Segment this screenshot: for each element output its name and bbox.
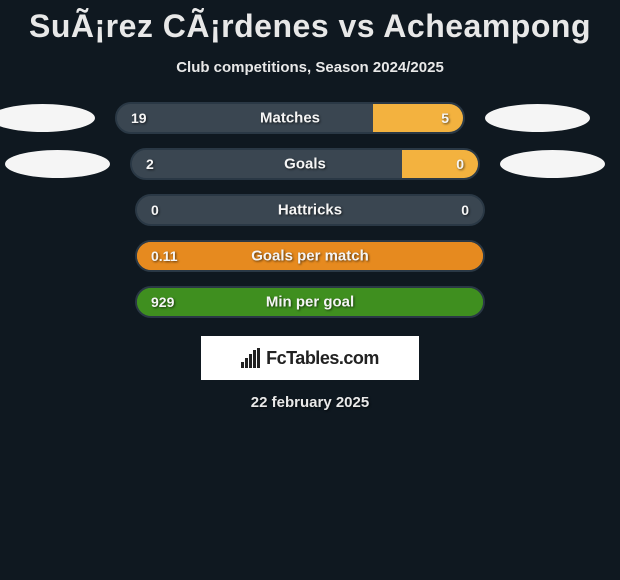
stat-value-left: 0.11: [151, 248, 177, 264]
chart-icon: [241, 348, 260, 368]
stat-bar: Hattricks 0 0: [135, 194, 485, 226]
page-title: SuÃ¡rez CÃ¡rdenes vs Acheampong: [0, 8, 620, 45]
stats-area: Matches 19 5 Goals 2 0 Hattricks 0 0 Goals per ma…: [0, 102, 620, 318]
subtitle: Club competitions, Season 2024/2025: [0, 59, 620, 76]
stat-label: Goals: [284, 156, 326, 173]
comparison-container: SuÃ¡rez CÃ¡rdenes vs Acheampong Club com…: [0, 0, 620, 411]
stat-bar: Matches 19 5: [115, 102, 465, 134]
stat-bar: Min per goal 929: [135, 286, 485, 318]
stat-row: Goals 2 0: [0, 148, 620, 180]
source-badge: FcTables.com: [201, 336, 419, 380]
left-ellipse: [0, 104, 95, 132]
stat-bar: Goals per match 0.11: [135, 240, 485, 272]
stat-row: Matches 19 5: [0, 102, 620, 134]
bar-right-segment: [402, 150, 478, 178]
stat-row: Hattricks 0 0: [0, 194, 620, 226]
stat-label: Hattricks: [278, 202, 342, 219]
left-ellipse: [5, 150, 110, 178]
badge-text: FcTables.com: [266, 348, 379, 369]
stat-value-left: 929: [151, 294, 174, 310]
right-ellipse: [500, 150, 605, 178]
stat-value-right: 0: [456, 156, 464, 172]
stat-value-right: 0: [461, 202, 469, 218]
stat-value-right: 5: [441, 110, 449, 126]
footer-date: 22 february 2025: [0, 394, 620, 411]
stat-label: Matches: [260, 110, 320, 127]
stat-value-left: 19: [131, 110, 147, 126]
stat-label: Min per goal: [266, 294, 354, 311]
stat-bar: Goals 2 0: [130, 148, 480, 180]
right-ellipse: [485, 104, 590, 132]
stat-label: Goals per match: [251, 248, 369, 265]
bar-right-segment: [373, 104, 463, 132]
bar-left-segment: [117, 104, 373, 132]
stat-row: Min per goal 929: [0, 286, 620, 318]
stat-value-left: 0: [151, 202, 159, 218]
bar-left-segment: [132, 150, 402, 178]
stat-row: Goals per match 0.11: [0, 240, 620, 272]
stat-value-left: 2: [146, 156, 154, 172]
